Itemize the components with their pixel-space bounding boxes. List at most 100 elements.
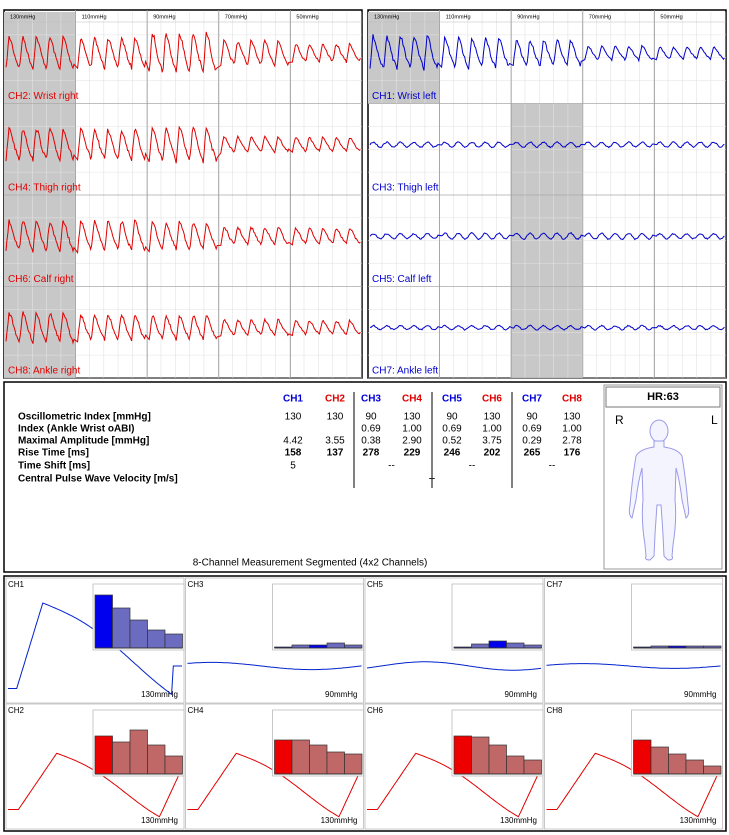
column-header: CH8 (562, 394, 582, 405)
histogram-bar (685, 759, 704, 775)
pressure-label: 70mmHg (225, 14, 247, 20)
histogram-bar (668, 753, 687, 775)
table-cell: 90 (446, 412, 458, 423)
body-figure (628, 419, 690, 561)
channel-label: CH5: Calf left (372, 274, 432, 285)
table-cell: 0.38 (361, 436, 381, 447)
column-header: CH6 (482, 394, 502, 405)
detail-channel: CH8 (547, 706, 564, 715)
detail-pressure: 130mmHg (141, 690, 178, 699)
table-cell: 130 (327, 412, 344, 423)
pressure-label: 90mmHg (153, 14, 175, 20)
waveform (369, 141, 725, 149)
detail-channel: CH5 (367, 580, 384, 589)
column-header: CH7 (522, 394, 542, 405)
histogram-bar (453, 735, 472, 775)
detail-waveform (546, 663, 721, 669)
histogram-bar (147, 629, 166, 649)
histogram-bar (112, 741, 131, 775)
table-cell: 202 (484, 448, 501, 459)
table-cell: 4.42 (283, 436, 303, 447)
detail-channel: CH7 (547, 580, 564, 589)
histogram-bar (274, 739, 293, 775)
table-cell: 90 (365, 412, 377, 423)
table-cell: 0.69 (522, 424, 542, 435)
table-cell: 0.69 (361, 424, 381, 435)
table-cell: 130 (404, 412, 421, 423)
channel-label: CH6: Calf right (8, 274, 74, 285)
row-label: Central Pulse Wave Velocity [m/s] (18, 474, 178, 485)
waveform (5, 219, 361, 255)
row-label: Index (Ankle Wrist oABI) (18, 424, 135, 435)
column-header: CH4 (402, 394, 422, 405)
waveform (5, 31, 361, 74)
channel-label: CH8: Ankle right (8, 366, 80, 377)
row-label: Rise Time [ms] (18, 448, 89, 459)
histogram-bar (326, 642, 345, 649)
table-cell: 229 (404, 448, 421, 459)
histogram-box (272, 583, 364, 651)
histogram-bar (147, 744, 166, 775)
pressure-label: 110mmHg (82, 14, 107, 20)
histogram-bar (703, 765, 722, 775)
pressure-label: 50mmHg (660, 14, 682, 20)
histogram-bar (112, 607, 131, 649)
waveform (5, 311, 361, 345)
detail-channel: CH4 (188, 706, 205, 715)
table-cell: 0.29 (522, 436, 542, 447)
table-cell: 2.78 (562, 436, 582, 447)
column-header: CH5 (442, 394, 462, 405)
histogram-bar (488, 640, 507, 649)
table-cell: 90 (526, 412, 538, 423)
histogram-bar (344, 753, 363, 775)
detail-channel: CH3 (188, 580, 205, 589)
table-cell: 158 (285, 448, 302, 459)
channel-label: CH7: Ankle left (372, 366, 438, 377)
row-label: Maximal Amplitude [mmHg] (18, 436, 149, 447)
pressure-label: 110mmHg (446, 14, 471, 20)
histogram-box (451, 583, 544, 651)
histogram-bar (650, 746, 669, 775)
waveform (369, 34, 725, 71)
table-cell: 130 (285, 412, 302, 423)
detail-pressure: 130mmHg (680, 816, 717, 825)
detail-pressure: 130mmHg (500, 816, 537, 825)
row-label: Oscillometric Index [mmHg] (18, 412, 151, 423)
channel-label: CH3: Thigh left (372, 183, 439, 194)
histogram-bar (633, 739, 652, 775)
detail-channel: CH1 (8, 580, 25, 589)
table-cell: 0.52 (442, 436, 462, 447)
table-cell: 246 (444, 448, 461, 459)
table-cell: 1.00 (482, 424, 502, 435)
pressure-label: 130mmHg (10, 14, 35, 20)
pressure-label: 70mmHg (589, 14, 611, 20)
column-header: CH2 (325, 394, 345, 405)
detail-waveform (366, 661, 542, 671)
histogram-bar (488, 744, 507, 775)
table-cell: 1.00 (562, 424, 582, 435)
table-cell: 5 (290, 461, 296, 472)
table-cell: 3.75 (482, 436, 502, 447)
histogram-bar (506, 642, 525, 649)
detail-channel: CH6 (367, 706, 384, 715)
table-cell: 176 (564, 448, 581, 459)
table-cell: 0.69 (442, 424, 462, 435)
histogram-bar (471, 736, 490, 775)
channel-label: CH2: Wrist right (8, 91, 79, 102)
summary-footer: 8-Channel Measurement Segmented (4x2 Cha… (193, 558, 428, 569)
table-cell: 3.55 (325, 436, 345, 447)
detail-pressure: 90mmHg (325, 690, 357, 699)
detail-pressure: 90mmHg (684, 690, 716, 699)
body-side-left: L (711, 413, 718, 427)
histogram-bar (471, 643, 490, 649)
table-cell: 2.90 (402, 436, 422, 447)
histogram-bar (129, 619, 148, 649)
pressure-label: 50mmHg (296, 14, 318, 20)
table-cell: 130 (484, 412, 501, 423)
detail-pressure: 130mmHg (141, 816, 178, 825)
hr-box (605, 386, 721, 408)
column-header: CH3 (361, 394, 381, 405)
table-cell: -- (388, 461, 395, 472)
table-cell: 137 (327, 448, 344, 459)
